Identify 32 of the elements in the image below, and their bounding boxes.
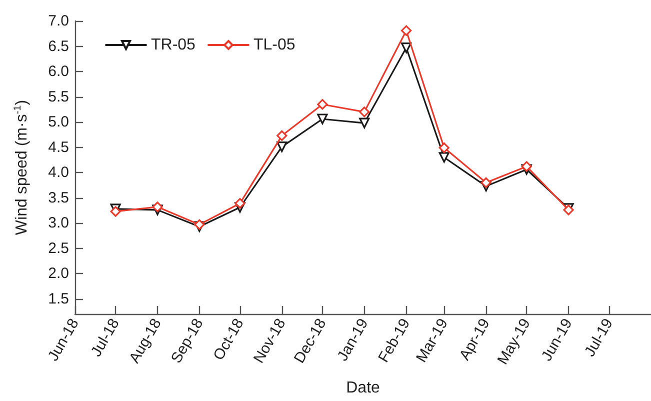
y-tick-label: 3.5 — [48, 189, 69, 206]
point — [317, 99, 328, 110]
point — [359, 118, 370, 128]
point — [480, 177, 492, 188]
point — [317, 114, 328, 124]
point — [276, 141, 288, 152]
y-tick-label: 2.5 — [48, 240, 69, 257]
point — [194, 219, 205, 230]
point — [521, 161, 532, 172]
point — [400, 42, 412, 54]
point — [110, 206, 121, 217]
y-axis-title: Wind speed (m·s-1) — [12, 100, 30, 236]
point — [234, 198, 246, 209]
y-tick-label: 5.5 — [48, 88, 69, 106]
y-tick-label: 2.0 — [48, 265, 69, 282]
legend-label: TR-05 — [151, 36, 196, 54]
x-axis-title: Date — [346, 380, 380, 396]
y-tick-label: 5.0 — [48, 114, 69, 131]
y-tick-label: 4.0 — [48, 164, 69, 182]
point — [438, 142, 450, 154]
y-tick-label: 6.0 — [48, 63, 69, 80]
point — [359, 106, 370, 118]
y-tick-label: 7.0 — [48, 12, 69, 30]
y-tick-label: 3.0 — [48, 214, 69, 232]
point — [438, 152, 450, 163]
point — [152, 202, 163, 212]
y-tick-label: 6.5 — [48, 38, 69, 55]
point — [400, 25, 412, 36]
point — [276, 130, 288, 141]
legend-label: TL-05 — [253, 36, 296, 54]
y-tick-label: 1.5 — [48, 290, 69, 308]
y-tick-label: 4.5 — [48, 138, 69, 156]
